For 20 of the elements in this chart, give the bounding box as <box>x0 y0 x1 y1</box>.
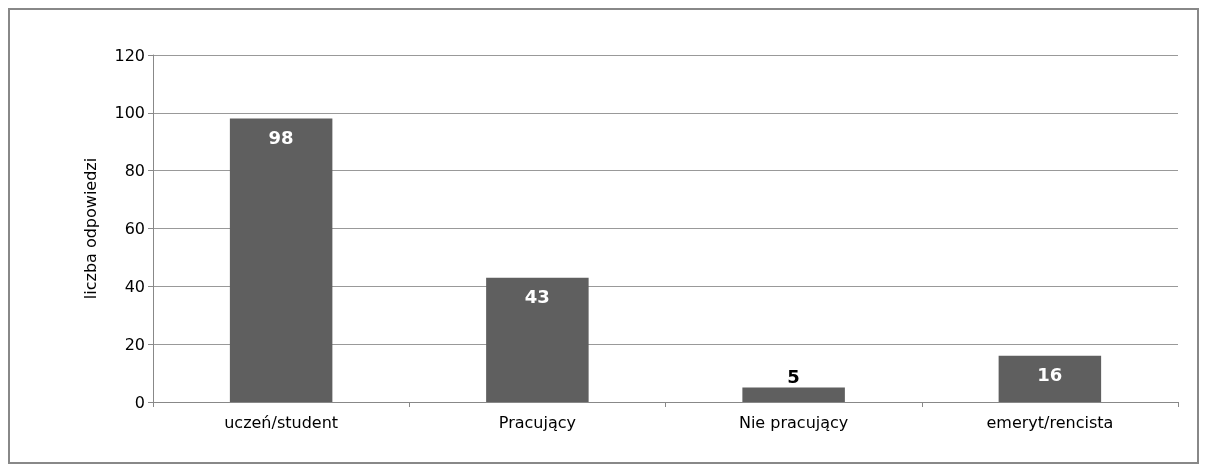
data-label: 43 <box>524 286 550 308</box>
y-tick-label: 100 <box>114 103 145 123</box>
y-tick-label: 120 <box>114 45 145 65</box>
y-tick-label: 0 <box>134 392 145 412</box>
x-tick-label: emeryt/rencista <box>986 412 1114 432</box>
y-tick-label: 80 <box>124 161 145 181</box>
bar <box>486 277 589 402</box>
x-tick-label: Nie pracujący <box>738 412 849 432</box>
data-label: 16 <box>1037 364 1063 386</box>
x-tick-label: Pracujący <box>498 412 576 432</box>
data-label: 98 <box>268 127 294 149</box>
y-tick-label: 60 <box>124 219 145 238</box>
y-tick-label: 20 <box>124 334 145 354</box>
bar <box>998 355 1102 402</box>
bar <box>229 118 333 402</box>
y-tick-label: 40 <box>124 276 145 296</box>
bar <box>742 387 845 402</box>
x-tick-label: uczeń/student <box>224 412 339 432</box>
data-label: 5 <box>787 366 800 388</box>
y-axis-title: liczba odpowiedzi <box>80 157 100 300</box>
